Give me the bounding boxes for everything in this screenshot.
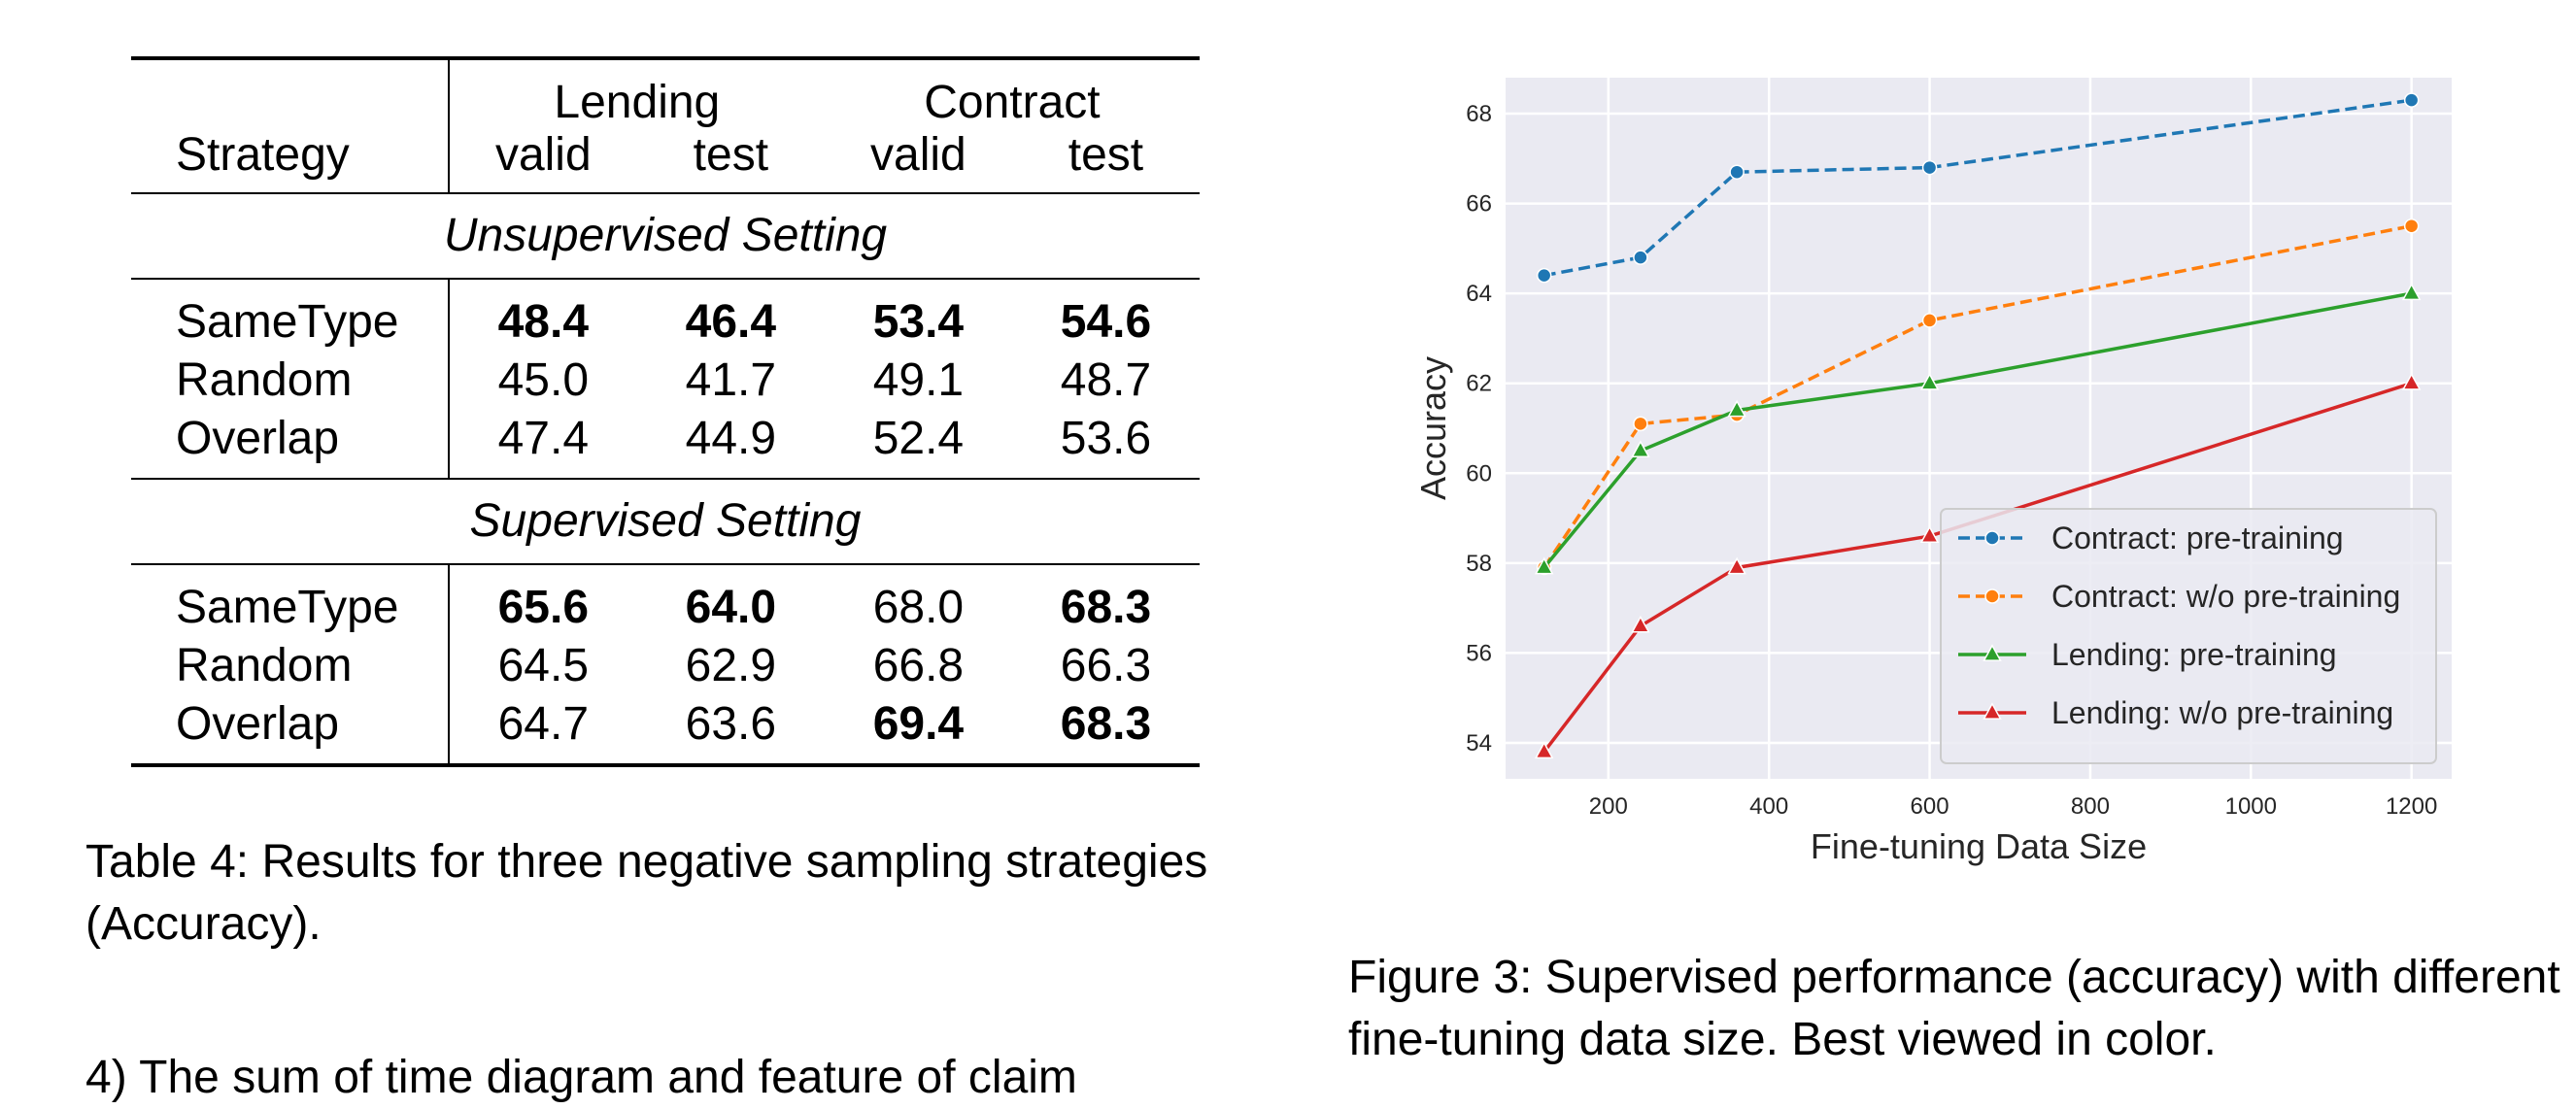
data-point-2-2	[1727, 399, 1746, 418]
section-header-unsupervised: Unsupervised Setting	[131, 193, 1200, 280]
data-point-0-3	[1921, 159, 1938, 176]
data-point-0-0	[1536, 267, 1552, 284]
y-tick-label: 62	[1466, 371, 1492, 397]
row-label: SameType	[131, 279, 450, 352]
data-point-2-3	[1919, 372, 1940, 390]
legend-swatch-marker	[1983, 644, 2002, 661]
subheader-lending-test: test	[636, 126, 825, 194]
table-cell: 66.8	[872, 640, 965, 691]
table-cell: 53.6	[1011, 410, 1200, 480]
table-cell: 63.6	[636, 695, 825, 767]
x-tick-label: 400	[1749, 793, 1788, 820]
results-table: Lending Contract Strategy valid test val…	[131, 56, 1200, 767]
data-point-0-2	[1729, 164, 1745, 180]
data-point-3-4	[2401, 372, 2422, 390]
data-point-1-3	[1921, 313, 1938, 328]
data-point-0-4	[2403, 92, 2420, 108]
table-row: SameType 65.6 64.0 68.0 68.3	[131, 564, 1200, 637]
table-cell: 69.4	[824, 695, 1012, 767]
table-cell: 64.5	[497, 640, 590, 691]
table-subheader-row: Strategy valid test valid test	[131, 126, 1200, 194]
data-point-1-4	[2403, 218, 2420, 234]
group-contract-header: Contract	[824, 56, 1200, 126]
table-cell: 53.4	[872, 296, 965, 348]
table-row: Random 64.5 62.9 66.8 66.3	[131, 637, 1200, 695]
x-tick-label: 800	[2071, 793, 2110, 820]
table-cell: 68.3	[1060, 582, 1152, 633]
y-tick-label: 64	[1466, 281, 1492, 307]
table-cell: 44.9	[636, 410, 825, 480]
table-cell: 54.6	[1060, 296, 1152, 348]
table-row: SameType 48.4 46.4 53.4 54.6	[131, 279, 1200, 352]
data-point-3-1	[1631, 615, 1650, 633]
legend-entry: Lending: w/o pre-training	[2051, 695, 2393, 730]
legend-entry: Contract: pre-training	[2051, 521, 2344, 555]
table-cell: 68.3	[1011, 695, 1200, 767]
data-point-0-1	[1633, 250, 1648, 265]
section-title: Unsupervised Setting	[131, 193, 1200, 280]
figure-caption: Figure 3: Supervised performance (accura…	[1348, 952, 2560, 1065]
table-cell: 47.4	[448, 410, 637, 480]
table-row: Overlap 64.7 63.6 69.4 68.3	[131, 695, 1200, 767]
table-cell: 64.7	[448, 695, 637, 767]
table-cell: 48.4	[497, 296, 590, 348]
body-text-fragment: 4) The sum of time diagram and feature o…	[85, 1052, 1077, 1103]
legend-box	[1940, 508, 2437, 764]
subheader-contract-valid: valid	[824, 126, 1012, 194]
y-tick-label: 60	[1466, 460, 1492, 487]
table-cell: 66.3	[1060, 640, 1152, 691]
row-label: Overlap	[131, 695, 450, 767]
x-tick-label: 1000	[2225, 793, 2277, 820]
strategy-header: Strategy	[131, 126, 450, 194]
x-tick-label: 600	[1911, 793, 1949, 820]
section-title: Supervised Setting	[131, 479, 1200, 565]
section-header-supervised: Supervised Setting	[131, 479, 1200, 565]
row-label: SameType	[131, 564, 450, 637]
data-point-2-1	[1631, 440, 1650, 458]
table-cell: 45.0	[497, 354, 590, 406]
table-cell: 68.0	[872, 582, 965, 633]
data-point-1-1	[1633, 416, 1648, 432]
accuracy-line-chart: 200 400 600 800 1000 1200 54 56 58 60 62 64 66 68 Fine…	[1413, 78, 2452, 866]
x-axis-label: Fine-tuning Data Size	[1811, 826, 2147, 866]
table-cell: 46.4	[685, 296, 777, 348]
subheader-contract-test: test	[1011, 126, 1200, 194]
data-point-2-4	[2401, 283, 2422, 301]
table-cell: 49.1	[872, 354, 965, 406]
row-label: Overlap	[131, 410, 450, 480]
y-tick-label: 66	[1466, 191, 1492, 218]
data-point-3-0	[1534, 741, 1554, 759]
row-label: Random	[131, 637, 450, 695]
table-group-header-row: Lending Contract	[131, 56, 1200, 126]
series-line-0	[1543, 98, 2412, 278]
legend-swatch-marker	[1984, 588, 2000, 604]
table-cell: 65.6	[497, 582, 590, 633]
table-cell: 48.7	[1060, 354, 1152, 406]
x-tick-label: 200	[1589, 793, 1628, 820]
y-tick-label: 56	[1466, 640, 1492, 666]
table-corner-cell	[131, 56, 450, 126]
table-row: Random 45.0 41.7 49.1 48.7	[131, 352, 1200, 410]
legend-entry: Lending: pre-training	[2051, 637, 2337, 672]
y-tick-label: 68	[1466, 101, 1492, 127]
table-cell: 41.7	[685, 354, 777, 406]
y-axis-label: Accuracy	[1413, 356, 1453, 500]
table-row: Overlap 47.4 44.9 52.4 53.6	[131, 410, 1200, 480]
legend-swatch-marker	[1983, 702, 2002, 720]
legend-entry: Contract: w/o pre-training	[2051, 579, 2400, 614]
row-label: Random	[131, 352, 450, 410]
table-cell: 62.9	[685, 640, 777, 691]
y-tick-label: 58	[1466, 551, 1492, 577]
y-tick-label: 54	[1466, 730, 1492, 756]
legend-swatch-marker	[1984, 530, 2000, 546]
subheader-lending-valid: valid	[448, 126, 637, 194]
x-tick-label: 1200	[2386, 793, 2437, 820]
group-lending-header: Lending	[448, 56, 825, 126]
table-cell: 64.0	[685, 582, 777, 633]
data-point-2-0	[1534, 556, 1554, 575]
table-caption: Table 4: Results for three negative samp…	[85, 836, 1208, 950]
data-point-3-2	[1727, 556, 1746, 575]
data-point-3-3	[1919, 525, 1940, 543]
table-cell: 52.4	[824, 410, 1012, 480]
